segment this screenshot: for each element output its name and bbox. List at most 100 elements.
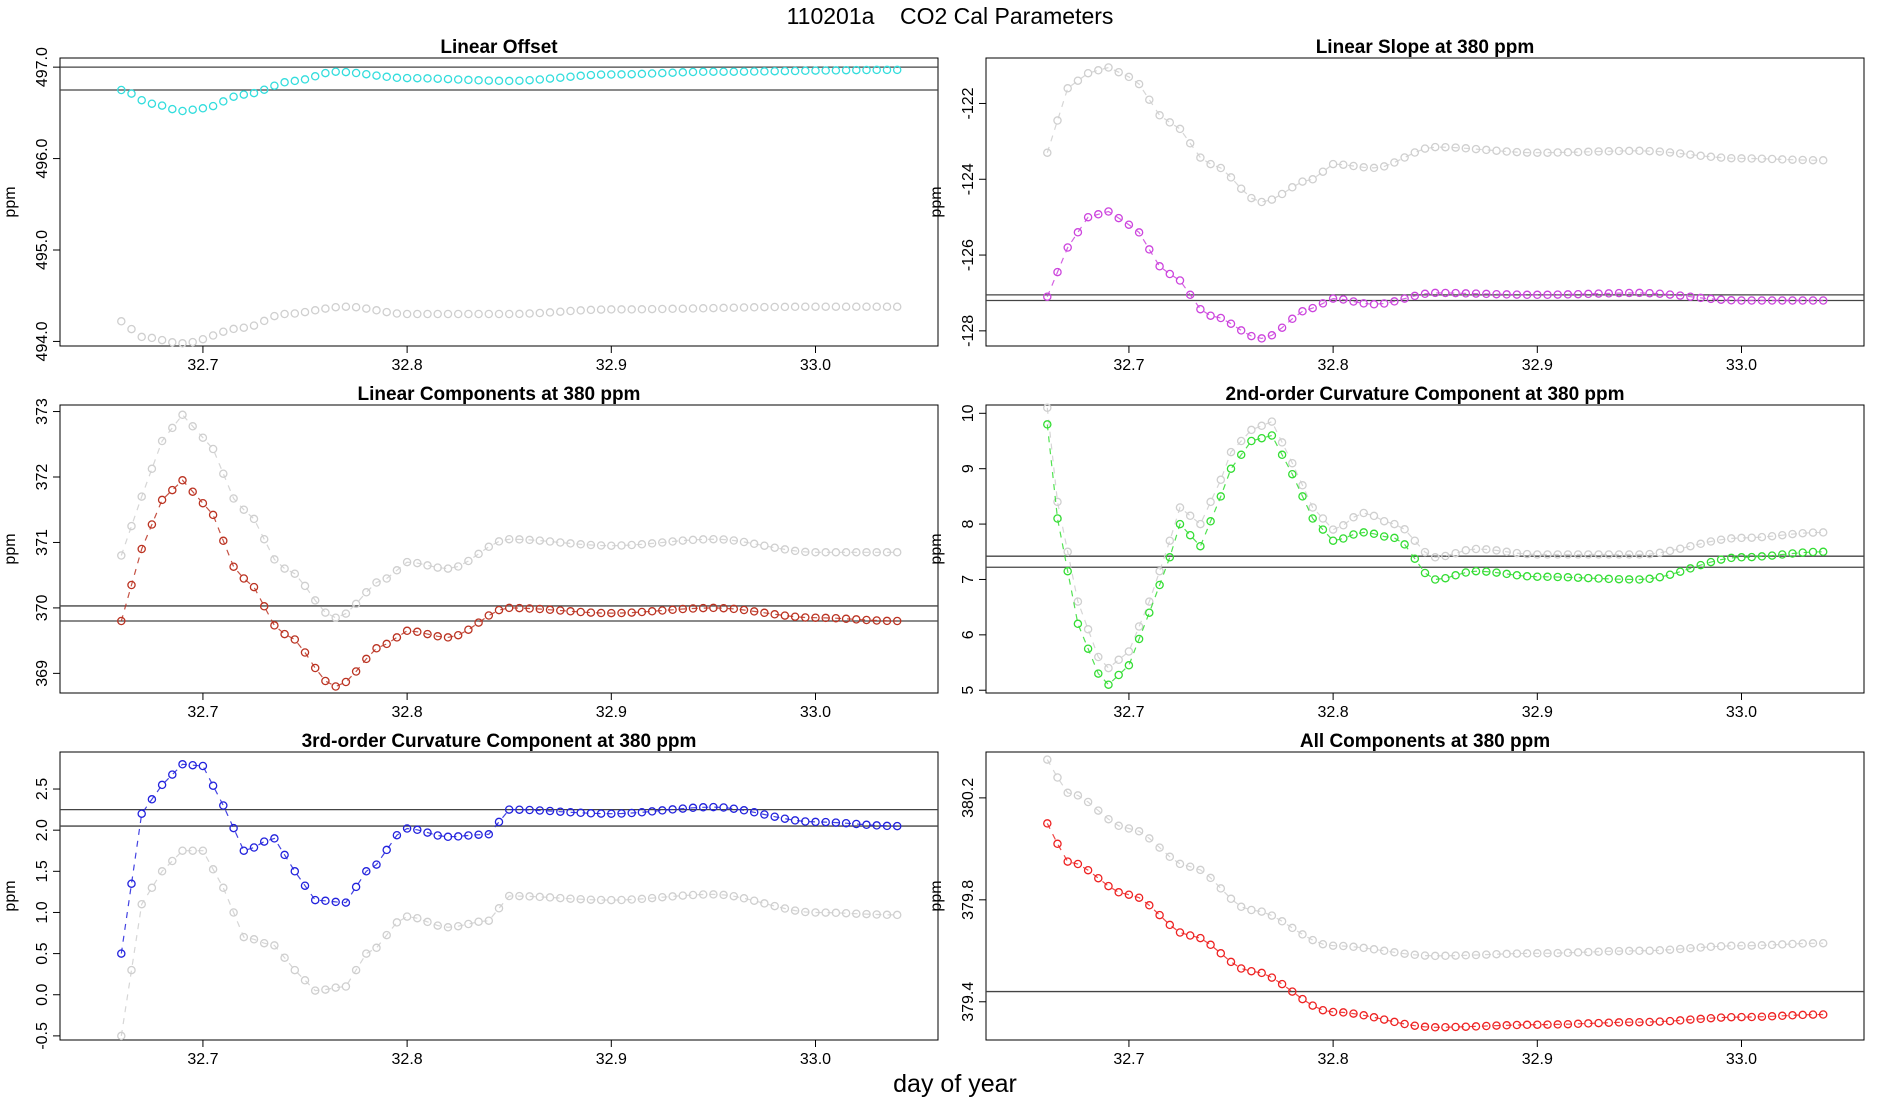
data-point bbox=[362, 69, 371, 79]
data-point bbox=[1675, 544, 1685, 553]
y-tick-label: 497.0 bbox=[34, 47, 51, 87]
data-point bbox=[1206, 497, 1215, 507]
data-point bbox=[1318, 167, 1328, 176]
data-point bbox=[137, 492, 146, 501]
data-point bbox=[1165, 118, 1175, 127]
data-point bbox=[770, 302, 779, 312]
data-point bbox=[1747, 552, 1756, 562]
data-point bbox=[168, 338, 177, 347]
data-point bbox=[168, 104, 177, 114]
data-point bbox=[1665, 570, 1675, 579]
x-tick-label: 32.9 bbox=[596, 704, 627, 721]
data-point bbox=[841, 548, 851, 557]
data-point bbox=[1196, 153, 1205, 162]
data-point bbox=[760, 899, 769, 908]
data-point bbox=[556, 538, 565, 547]
series-slope bbox=[1043, 207, 1828, 343]
data-point bbox=[372, 71, 381, 80]
data-point bbox=[1512, 1020, 1522, 1030]
data-point bbox=[157, 867, 167, 876]
data-point bbox=[1584, 1019, 1593, 1028]
data-point bbox=[310, 986, 320, 995]
data-point bbox=[1716, 555, 1726, 564]
data-point bbox=[1808, 528, 1818, 537]
chart-main-title: 110201a CO2 Cal Parameters bbox=[787, 3, 1114, 29]
panel-title: 2nd-order Curvature Component at 380 ppm bbox=[1225, 384, 1624, 405]
data-point bbox=[1624, 1017, 1634, 1027]
data-point bbox=[1185, 931, 1195, 940]
data-point bbox=[1441, 551, 1450, 561]
data-point bbox=[270, 834, 279, 843]
y-tick-label: 8 bbox=[960, 520, 977, 529]
data-point bbox=[504, 76, 514, 86]
data-point bbox=[770, 812, 779, 821]
data-point bbox=[1134, 622, 1144, 631]
data-point bbox=[1063, 566, 1072, 576]
data-point bbox=[341, 982, 351, 991]
data-point bbox=[882, 548, 892, 557]
data-point bbox=[1410, 536, 1420, 545]
data-point bbox=[198, 846, 208, 855]
data-point bbox=[1155, 580, 1164, 590]
data-point bbox=[647, 69, 657, 78]
data-point bbox=[1818, 296, 1828, 305]
data-point bbox=[229, 908, 238, 917]
data-point bbox=[1390, 297, 1399, 306]
data-point bbox=[770, 901, 779, 911]
data-point bbox=[1277, 323, 1287, 332]
data-point bbox=[474, 917, 483, 926]
data-point bbox=[1727, 941, 1736, 951]
data-point bbox=[474, 309, 483, 319]
data-point bbox=[1767, 296, 1777, 305]
data-point bbox=[474, 618, 483, 627]
data-point bbox=[668, 68, 677, 77]
data-point bbox=[617, 305, 626, 314]
data-point bbox=[790, 612, 800, 621]
x-tick-label: 32.8 bbox=[1318, 1051, 1349, 1068]
data-point bbox=[1236, 964, 1246, 973]
data-point bbox=[688, 535, 698, 545]
series-reference bbox=[117, 410, 902, 622]
data-point bbox=[1063, 547, 1072, 557]
data-point bbox=[1104, 63, 1113, 72]
data-point bbox=[1512, 949, 1522, 958]
data-point bbox=[841, 818, 851, 828]
data-point bbox=[1573, 147, 1583, 157]
y-axis-label: ppm bbox=[2, 880, 19, 911]
data-point bbox=[1318, 1005, 1328, 1015]
data-point bbox=[586, 70, 596, 80]
data-point bbox=[1145, 834, 1154, 843]
data-point bbox=[1778, 530, 1787, 540]
data-point bbox=[484, 309, 494, 319]
data-point bbox=[1604, 550, 1614, 559]
data-point bbox=[453, 75, 463, 84]
data-point bbox=[1073, 76, 1083, 85]
data-point bbox=[1594, 147, 1603, 156]
data-point bbox=[413, 913, 422, 923]
data-point bbox=[1053, 839, 1062, 849]
y-tick-label: 1.5 bbox=[34, 860, 51, 882]
data-point bbox=[525, 805, 534, 815]
data-point bbox=[1604, 147, 1614, 156]
data-point bbox=[1563, 550, 1573, 559]
data-point bbox=[586, 540, 596, 550]
data-point bbox=[1420, 1022, 1430, 1032]
x-tick-label: 33.0 bbox=[1726, 1051, 1757, 1068]
data-point bbox=[801, 817, 810, 826]
data-point bbox=[1696, 560, 1705, 570]
data-point bbox=[566, 894, 575, 903]
data-point bbox=[739, 894, 749, 903]
data-point bbox=[719, 535, 728, 544]
data-point bbox=[168, 423, 177, 433]
data-point bbox=[290, 635, 300, 644]
data-point bbox=[1778, 550, 1787, 559]
data-point bbox=[1706, 942, 1716, 952]
data-point bbox=[790, 816, 800, 825]
data-point bbox=[749, 303, 759, 312]
panel-4: 2nd-order Curvature Component at 380 ppm… bbox=[928, 384, 1865, 721]
data-point bbox=[1298, 177, 1307, 186]
data-point bbox=[1614, 146, 1624, 156]
data-point bbox=[1277, 917, 1287, 926]
data-point bbox=[882, 616, 892, 626]
data-point bbox=[1155, 566, 1164, 576]
